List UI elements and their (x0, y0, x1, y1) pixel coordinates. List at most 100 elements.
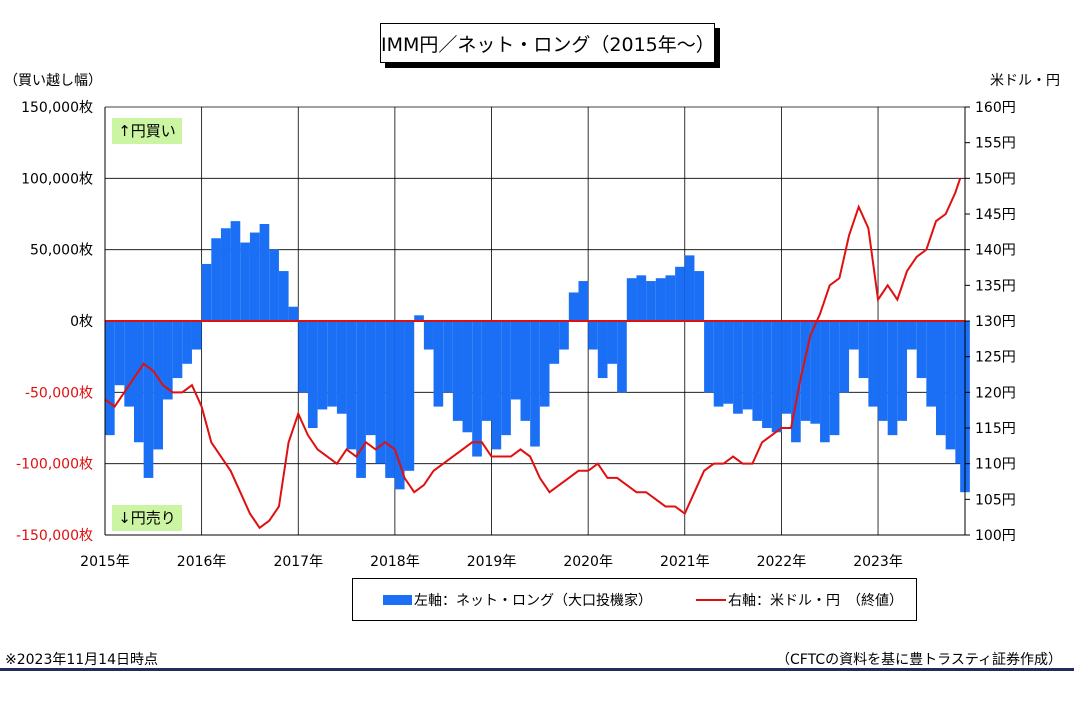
bar (849, 321, 859, 350)
bar (752, 321, 763, 421)
right-tick-label: 130円 (975, 314, 1016, 330)
right-tick-label: 145円 (975, 207, 1016, 223)
bar (327, 321, 337, 407)
bar (394, 321, 405, 490)
bar (133, 321, 144, 443)
bar (684, 255, 695, 321)
bar (317, 321, 328, 410)
x-tick-label: 2016年 (177, 554, 227, 570)
bar (800, 321, 811, 421)
bar (220, 228, 231, 321)
bar (704, 321, 714, 393)
right-tick-label: 105円 (975, 492, 1016, 508)
bar (191, 321, 202, 350)
bar (858, 321, 869, 379)
bar (433, 321, 444, 407)
bar (491, 321, 502, 450)
bar (472, 321, 482, 457)
bar (298, 321, 308, 393)
right-tick-label: 115円 (975, 421, 1016, 437)
bar (578, 281, 589, 321)
bar (559, 321, 569, 350)
bar (105, 321, 115, 436)
bar (897, 321, 908, 421)
bar (617, 321, 627, 393)
bar (385, 321, 395, 478)
bar (153, 321, 163, 450)
bar (568, 292, 579, 321)
bar (124, 321, 134, 407)
x-tick-label: 2019年 (467, 554, 517, 570)
right-tick-label: 135円 (975, 278, 1016, 294)
bar (307, 321, 318, 428)
bar (829, 321, 840, 436)
legend-line-label: 右軸：米ドル・円 （終値） (728, 592, 903, 609)
bar (926, 321, 937, 407)
bar (781, 321, 792, 414)
bar (452, 321, 463, 421)
left-tick-label: -100,000枚 (16, 457, 93, 473)
chart-title: IMM円／ネット・ロング（2015年～） (380, 23, 715, 63)
x-tick-label: 2017年 (273, 554, 323, 570)
bar (588, 321, 598, 350)
bar (723, 321, 734, 404)
bar (539, 321, 550, 407)
legend: 左軸：ネット・ロング（大口投機家） 右軸：米ドル・円 （終値） (352, 578, 917, 621)
footnote-date: ※2023年11月14日時点 (5, 652, 158, 668)
bottom-rule (0, 668, 1074, 671)
bar (694, 271, 705, 321)
bar (945, 321, 956, 450)
left-tick-label: 50,000枚 (30, 243, 93, 259)
bar (375, 321, 386, 464)
bar (211, 238, 221, 321)
bar (114, 321, 125, 386)
legend-line-swatch (696, 598, 726, 601)
usdjpy-line (104, 178, 962, 530)
bar (771, 321, 782, 433)
right-tick-label: 150円 (975, 171, 1016, 187)
bar (278, 271, 289, 321)
x-tick-label: 2018年 (370, 554, 420, 570)
bar (878, 321, 888, 421)
bar (365, 321, 376, 436)
bar (907, 321, 917, 350)
bar (810, 321, 821, 424)
left-tick-label: 100,000枚 (21, 171, 93, 187)
bar (481, 321, 492, 421)
bar (762, 321, 772, 428)
bar (839, 321, 850, 393)
bar (655, 278, 666, 321)
bar (501, 321, 511, 436)
bar (530, 321, 540, 447)
bar (172, 321, 183, 379)
bar (269, 249, 279, 321)
left-axis-label: （買い越し幅） (4, 73, 102, 89)
x-tick-label: 2022年 (757, 554, 807, 570)
left-tick-label: -150,000枚 (16, 528, 93, 544)
tick-labels: 150,000枚 100,000枚 50,000枚 0枚 -50,000枚 -100,00… (16, 100, 1016, 570)
right-tick-label: 125円 (975, 350, 1016, 366)
right-axis-label: 米ドル・円 (990, 73, 1060, 89)
bar (356, 321, 366, 478)
right-tick-label: 160円 (975, 100, 1016, 116)
x-tick-label: 2015年 (80, 554, 130, 570)
bar (916, 321, 927, 379)
x-tick-label: 2023年 (853, 554, 903, 570)
bar (520, 321, 531, 421)
bar (240, 242, 250, 321)
bar (346, 321, 357, 450)
bar (549, 321, 560, 364)
bar (336, 321, 347, 414)
x-tick-label: 2020年 (563, 554, 613, 570)
left-tick-label: -50,000枚 (25, 385, 93, 401)
bar (713, 321, 724, 407)
bar (510, 321, 521, 400)
bar (414, 315, 424, 321)
bar (404, 321, 415, 471)
bar (820, 321, 830, 443)
bar (742, 321, 753, 410)
bar (597, 321, 608, 379)
footnote-source: （CFTCの資料を基に豊トラスティ証券作成） (776, 652, 1062, 668)
bar (201, 263, 212, 321)
right-tick-label: 155円 (975, 136, 1016, 152)
